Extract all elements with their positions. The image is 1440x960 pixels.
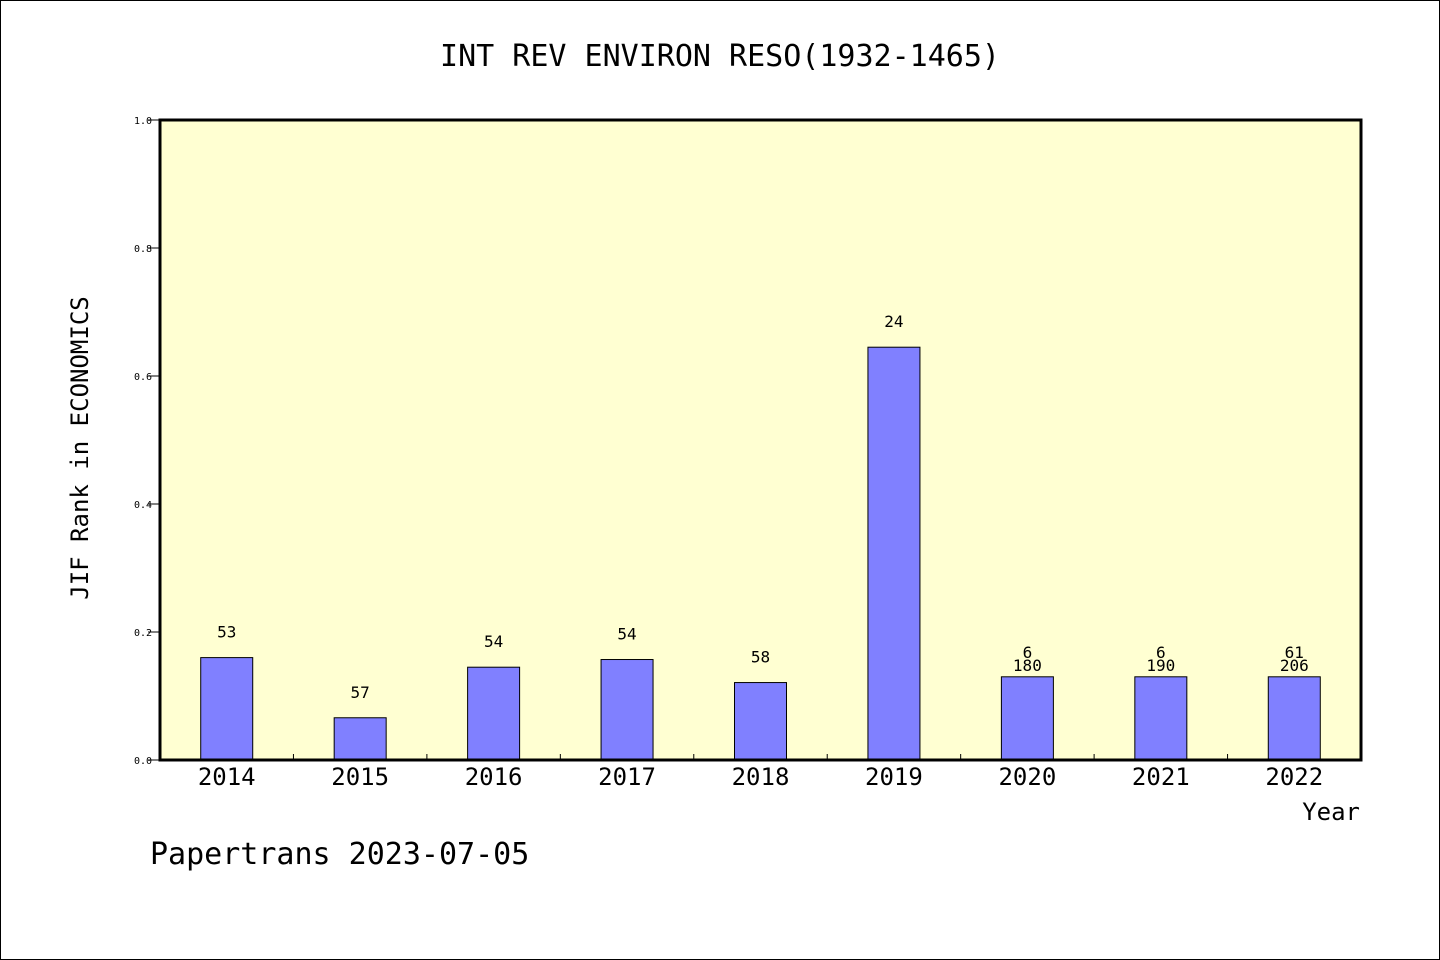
- bar-2018: [734, 682, 787, 761]
- chart-title: INT REV ENVIRON RESO(1932-1465): [440, 39, 1000, 74]
- footer-credit: Papertrans 2023-07-05: [150, 837, 529, 872]
- x-tick-label-2015: 2015: [331, 763, 389, 791]
- plot-border: [158, 118, 1363, 762]
- x-tick-label-2016: 2016: [465, 763, 523, 791]
- data-label-2017: 54: [617, 625, 636, 644]
- bar-2021: [1134, 676, 1188, 761]
- data-label-2019: 24: [884, 312, 903, 331]
- x-tick-label-2017: 2017: [598, 763, 656, 791]
- data-label-2016: 54: [484, 632, 503, 651]
- x-axis-tick-labels: 2014 2015 2016 2017 2018 2019 2020 2021 2022: [198, 754, 1323, 791]
- x-tick-label-2020: 2020: [998, 763, 1056, 791]
- y-tick-label: 0.6: [134, 372, 152, 383]
- bar-2014: [200, 657, 254, 761]
- bar-2022: [1267, 676, 1321, 761]
- data-label-2022: 206: [1280, 656, 1309, 675]
- data-label-2021: 190: [1146, 656, 1175, 675]
- bar-2019: [867, 346, 921, 761]
- y-tick-label: 0.4: [134, 500, 152, 511]
- bars-group: [200, 346, 1321, 761]
- x-tick-label-2021: 2021: [1132, 763, 1190, 791]
- x-tick-label-2022: 2022: [1265, 763, 1323, 791]
- x-tick-label-2019: 2019: [865, 763, 923, 791]
- data-label-2020: 6: [1023, 643, 1033, 662]
- y-tick-label: 0.2: [134, 628, 152, 639]
- y-axis-tick-labels: 0.0 0.2 0.4 0.6 0.8 1.0: [134, 116, 160, 767]
- y-tick-label: 1.0: [134, 116, 152, 127]
- bar-2015: [333, 717, 387, 761]
- x-tick-label-2018: 2018: [732, 763, 790, 791]
- data-label-2020: 180: [1013, 656, 1042, 675]
- x-tick-label-2014: 2014: [198, 763, 256, 791]
- data-label-2018: 58: [751, 648, 770, 667]
- bar-2016: [467, 666, 521, 761]
- data-label-2015: 57: [351, 683, 370, 702]
- data-label-2022: 61: [1285, 643, 1304, 662]
- y-tick-label: 0.0: [134, 756, 152, 767]
- plot-area: [160, 120, 1361, 760]
- y-tick-label: 0.8: [134, 244, 152, 255]
- bar-2020: [1000, 676, 1054, 761]
- x-axis-label: Year: [1302, 798, 1360, 826]
- data-label-2014: 53: [217, 623, 236, 642]
- data-label-2021: 6: [1156, 643, 1166, 662]
- y-axis-label: JIF Rank in ECONOMICS: [66, 296, 94, 599]
- bar-2017: [600, 659, 654, 761]
